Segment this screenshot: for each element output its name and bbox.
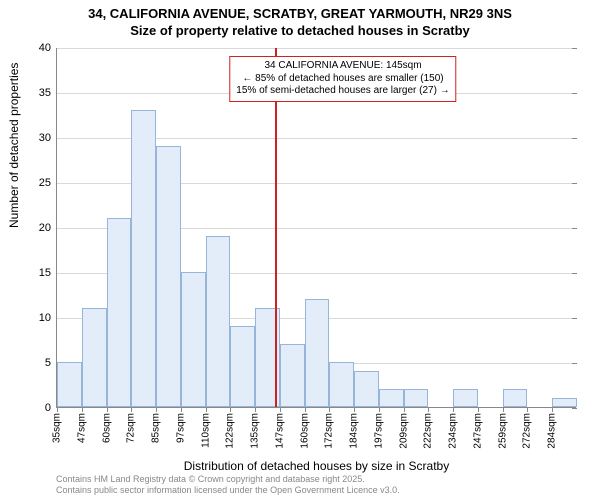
x-tick-mark xyxy=(503,407,504,412)
annotation-line: ← 85% of detached houses are smaller (15… xyxy=(236,73,449,86)
x-tick-mark xyxy=(354,407,355,412)
chart-title: 34, CALIFORNIA AVENUE, SCRATBY, GREAT YA… xyxy=(0,0,600,40)
x-tick-label: 35sqm xyxy=(52,413,63,443)
histogram-bar xyxy=(404,389,429,407)
x-tick-label: 272sqm xyxy=(522,413,533,449)
x-tick-label: 209sqm xyxy=(398,413,409,449)
y-tick-label: 15 xyxy=(39,267,57,279)
x-tick-mark xyxy=(156,407,157,412)
x-tick-label: 160sqm xyxy=(299,413,310,449)
x-tick-label: 284sqm xyxy=(547,413,558,449)
y-tick-mark xyxy=(572,48,577,49)
y-tick-mark xyxy=(572,318,577,319)
y-tick-label: 30 xyxy=(39,132,57,144)
y-tick-mark xyxy=(572,273,577,274)
annotation-line: 15% of semi-detached houses are larger (… xyxy=(236,85,449,98)
footnote-line-2: Contains public sector information licen… xyxy=(56,485,400,496)
x-tick-mark xyxy=(206,407,207,412)
annotation-box: 34 CALIFORNIA AVENUE: 145sqm← 85% of det… xyxy=(229,56,456,102)
y-tick-label: 5 xyxy=(45,357,57,369)
x-tick-mark xyxy=(552,407,553,412)
histogram-bar xyxy=(107,218,132,407)
y-tick-label: 20 xyxy=(39,222,57,234)
y-tick-mark xyxy=(572,363,577,364)
annotation-line: 34 CALIFORNIA AVENUE: 145sqm xyxy=(236,60,449,73)
x-tick-mark xyxy=(478,407,479,412)
x-tick-mark xyxy=(404,407,405,412)
y-tick-label: 40 xyxy=(39,42,57,54)
y-tick-mark xyxy=(572,228,577,229)
histogram-bar xyxy=(57,362,82,407)
chart-container: 34, CALIFORNIA AVENUE, SCRATBY, GREAT YA… xyxy=(0,0,600,500)
y-tick-label: 25 xyxy=(39,177,57,189)
title-line-2: Size of property relative to detached ho… xyxy=(0,23,600,40)
x-tick-mark xyxy=(255,407,256,412)
gridline xyxy=(57,48,576,49)
histogram-bar xyxy=(503,389,528,407)
x-tick-mark xyxy=(305,407,306,412)
y-axis-label: Number of detached properties xyxy=(7,63,21,228)
histogram-bar xyxy=(552,398,577,407)
footnote-line-1: Contains HM Land Registry data © Crown c… xyxy=(56,474,400,485)
histogram-bar xyxy=(230,326,255,407)
histogram-bar xyxy=(280,344,305,407)
reference-line xyxy=(275,48,277,407)
x-tick-mark xyxy=(82,407,83,412)
histogram-bar xyxy=(305,299,330,407)
histogram-bar xyxy=(453,389,478,407)
histogram-bar xyxy=(354,371,379,407)
y-tick-mark xyxy=(572,183,577,184)
x-tick-label: 85sqm xyxy=(151,413,162,443)
x-tick-mark xyxy=(527,407,528,412)
x-tick-mark xyxy=(107,407,108,412)
x-axis-label: Distribution of detached houses by size … xyxy=(184,459,449,473)
x-tick-mark xyxy=(329,407,330,412)
histogram-bar xyxy=(379,389,404,407)
x-tick-label: 197sqm xyxy=(373,413,384,449)
x-tick-label: 147sqm xyxy=(274,413,285,449)
y-tick-label: 35 xyxy=(39,87,57,99)
chart-footnote: Contains HM Land Registry data © Crown c… xyxy=(56,474,400,496)
x-tick-label: 110sqm xyxy=(200,413,211,448)
x-tick-label: 97sqm xyxy=(175,413,186,443)
x-tick-mark xyxy=(57,407,58,412)
x-tick-mark xyxy=(453,407,454,412)
histogram-bar xyxy=(82,308,107,407)
x-tick-mark xyxy=(379,407,380,412)
x-tick-label: 222sqm xyxy=(423,413,434,449)
histogram-bar xyxy=(206,236,231,407)
histogram-bar xyxy=(131,110,156,407)
plot-area: Distribution of detached houses by size … xyxy=(56,48,576,408)
x-tick-label: 184sqm xyxy=(349,413,360,449)
histogram-bar xyxy=(156,146,181,407)
y-tick-mark xyxy=(572,408,577,409)
x-tick-mark xyxy=(428,407,429,412)
x-tick-label: 72sqm xyxy=(126,413,137,443)
x-tick-label: 172sqm xyxy=(324,413,335,449)
x-tick-label: 135sqm xyxy=(250,413,261,449)
x-tick-mark xyxy=(181,407,182,412)
histogram-bar xyxy=(329,362,354,407)
x-tick-mark xyxy=(230,407,231,412)
histogram-bar xyxy=(181,272,206,407)
x-tick-label: 259sqm xyxy=(497,413,508,449)
x-tick-mark xyxy=(280,407,281,412)
x-tick-label: 60sqm xyxy=(101,413,112,443)
x-tick-mark xyxy=(131,407,132,412)
x-tick-label: 47sqm xyxy=(76,413,87,443)
x-tick-label: 247sqm xyxy=(472,413,483,449)
title-line-1: 34, CALIFORNIA AVENUE, SCRATBY, GREAT YA… xyxy=(0,6,600,23)
x-tick-label: 122sqm xyxy=(225,413,236,449)
y-tick-label: 10 xyxy=(39,312,57,324)
x-tick-label: 234sqm xyxy=(448,413,459,449)
y-tick-mark xyxy=(572,138,577,139)
y-tick-mark xyxy=(572,93,577,94)
